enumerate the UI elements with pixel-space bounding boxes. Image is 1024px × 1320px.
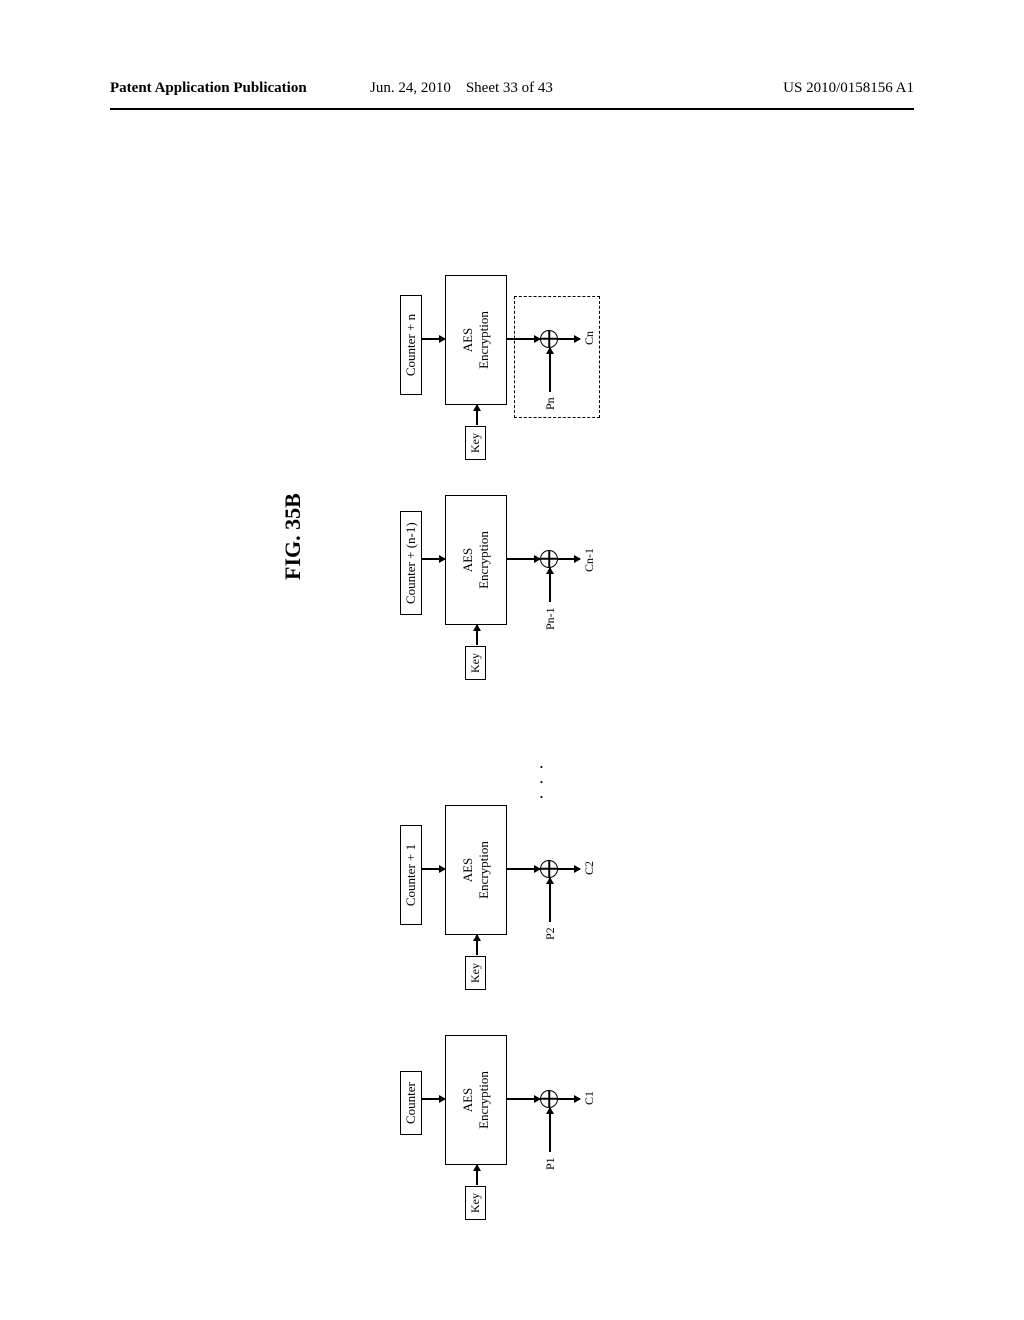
header-left: Patent Application Publication: [110, 80, 307, 97]
ciphertext-label: C2: [582, 861, 597, 875]
xor-icon: [540, 860, 558, 878]
line: [549, 348, 551, 392]
key-box: Key: [465, 1186, 486, 1220]
diagram: . . . Counter Key AES Encryption P1 C1 C…: [370, 160, 710, 1220]
arrow-icon: [546, 877, 554, 884]
aes-label: AES Encryption: [460, 1071, 491, 1129]
header-date: Jun. 24, 2010: [370, 80, 451, 96]
xor-icon: [540, 550, 558, 568]
ciphertext-label: Cn: [582, 331, 597, 345]
header-rule: [110, 108, 914, 110]
plaintext-label: Pn-1: [543, 607, 558, 630]
block-1: Counter Key AES Encryption P1 C1: [400, 1000, 600, 1220]
header-mid: Jun. 24, 2010 Sheet 33 of 43: [370, 80, 553, 97]
header-pubno: US 2010/0158156 A1: [783, 80, 914, 97]
plaintext-label: P2: [543, 927, 558, 940]
counter-box: Counter: [400, 1071, 422, 1135]
key-box: Key: [465, 646, 486, 680]
block-2: Counter + 1 Key AES Encryption P2 C2: [400, 770, 600, 990]
aes-label: AES Encryption: [460, 841, 491, 899]
aes-label: AES Encryption: [460, 311, 491, 369]
line: [549, 1108, 551, 1152]
block-4: Counter + n Key AES Encryption Pn Cn: [400, 240, 600, 460]
counter-box: Counter + n: [400, 295, 422, 395]
xor-icon: [540, 1090, 558, 1108]
ciphertext-label: Cn-1: [582, 548, 597, 572]
block-3: Counter + (n-1) Key AES Encryption Pn-1 …: [400, 460, 600, 680]
arrow-icon: [473, 934, 481, 941]
aes-box: AES Encryption: [445, 1035, 507, 1165]
header-sheet: Sheet 33 of 43: [466, 80, 553, 96]
arrow-icon: [546, 347, 554, 354]
arrow-icon: [546, 1107, 554, 1114]
arrow-icon: [574, 336, 581, 344]
aes-box: AES Encryption: [445, 495, 507, 625]
arrow-icon: [473, 1164, 481, 1171]
counter-box: Counter + 1: [400, 825, 422, 925]
arrow-icon: [574, 1096, 581, 1104]
aes-box: AES Encryption: [445, 275, 507, 405]
key-box: Key: [465, 956, 486, 990]
figure-label: FIG. 35B: [280, 493, 306, 580]
line: [549, 878, 551, 922]
plaintext-label: P1: [543, 1157, 558, 1170]
arrow-icon: [473, 404, 481, 411]
key-box: Key: [465, 426, 486, 460]
counter-box: Counter + (n-1): [400, 511, 422, 615]
ciphertext-label: C1: [582, 1091, 597, 1105]
arrow-icon: [574, 866, 581, 874]
plaintext-label: Pn: [543, 397, 558, 410]
aes-box: AES Encryption: [445, 805, 507, 935]
arrow-icon: [473, 624, 481, 631]
aes-label: AES Encryption: [460, 531, 491, 589]
arrow-icon: [546, 567, 554, 574]
xor-icon: [540, 330, 558, 348]
arrow-icon: [574, 556, 581, 564]
page: Patent Application Publication Jun. 24, …: [0, 0, 1024, 1320]
